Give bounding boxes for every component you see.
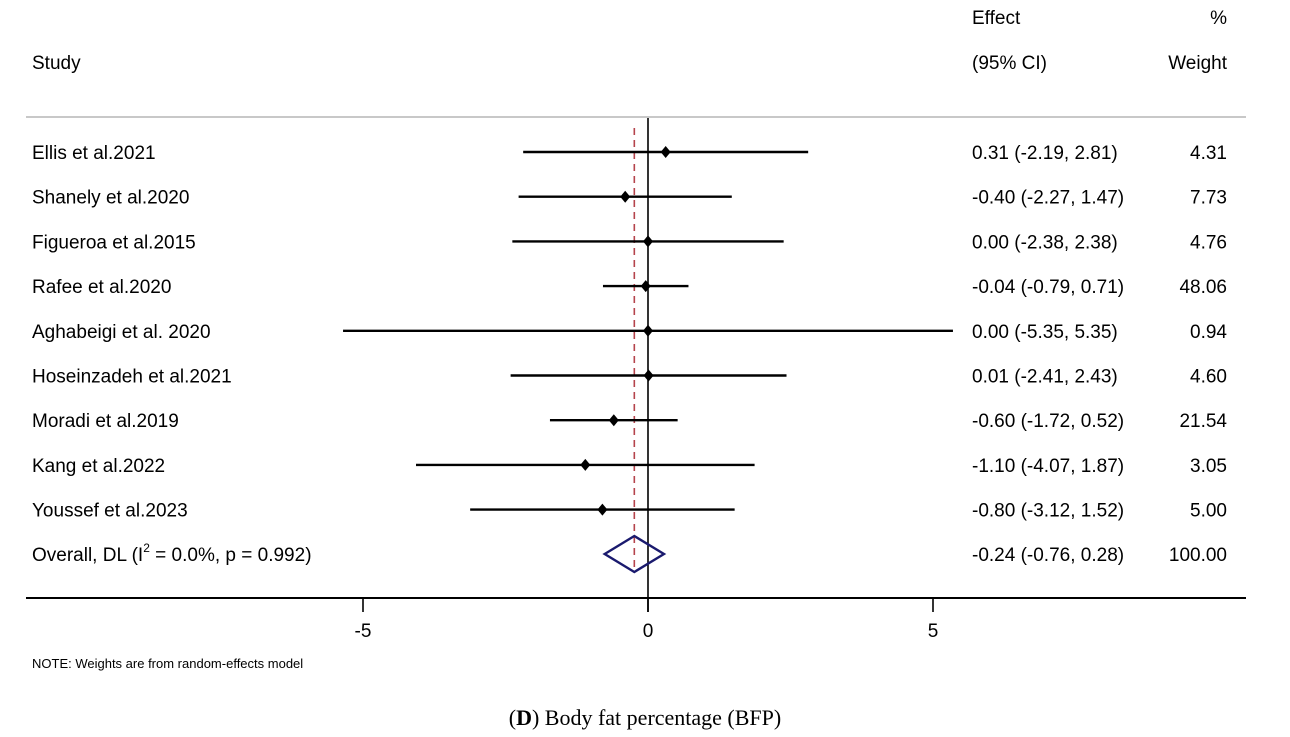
overall-weight: 100.00 bbox=[1169, 545, 1227, 566]
study-ci-text: -0.80 (-3.12, 1.52) bbox=[972, 501, 1124, 522]
caption-panel: D bbox=[516, 705, 532, 730]
header-weight-pct: % bbox=[1210, 8, 1227, 29]
point-estimate bbox=[643, 235, 653, 248]
caption-text: Body fat percentage (BFP) bbox=[545, 705, 781, 730]
study-rows: Ellis et al.2021 0.31 (-2.19, 2.81) 4.31 Sh… bbox=[32, 143, 1227, 522]
study-ci-text: -0.60 (-1.72, 0.52) bbox=[972, 411, 1124, 432]
study-ci-text: -0.04 (-0.79, 0.71) bbox=[972, 277, 1124, 298]
study-weight: 21.54 bbox=[1179, 411, 1227, 432]
figure-caption: (D) Body fat percentage (BFP) bbox=[509, 705, 781, 730]
header-ci: (95% CI) bbox=[972, 53, 1047, 74]
overall-label-prefix: Overall, DL (I bbox=[32, 545, 143, 566]
note-text: NOTE: Weights are from random-effects mo… bbox=[32, 656, 303, 671]
x-tick-label: 5 bbox=[928, 621, 939, 642]
study-ci-text: -0.40 (-2.27, 1.47) bbox=[972, 188, 1124, 209]
study-weight: 48.06 bbox=[1179, 277, 1227, 298]
point-estimate bbox=[620, 190, 631, 203]
overall-label: Overall, DL (I2 = 0.0%, p = 0.992) bbox=[32, 541, 312, 566]
point-estimate bbox=[643, 369, 654, 382]
study-name: Shanely et al.2020 bbox=[32, 188, 189, 209]
x-axis-ticks: -5 0 5 bbox=[355, 598, 939, 642]
study-weight: 4.76 bbox=[1190, 232, 1227, 253]
header-effect: Effect bbox=[972, 8, 1021, 29]
study-name: Figueroa et al.2015 bbox=[32, 232, 196, 253]
study-ci-text: 0.00 (-2.38, 2.38) bbox=[972, 232, 1118, 253]
study-name: Kang et al.2022 bbox=[32, 456, 165, 477]
point-estimate bbox=[608, 414, 619, 427]
study-weight: 4.60 bbox=[1190, 367, 1227, 388]
x-tick-label: -5 bbox=[355, 621, 372, 642]
study-weight: 3.05 bbox=[1190, 456, 1227, 477]
overall-diamond bbox=[602, 534, 667, 574]
study-weight: 0.94 bbox=[1190, 322, 1227, 343]
header-weight: Weight bbox=[1168, 53, 1228, 74]
study-weight: 7.73 bbox=[1190, 188, 1227, 209]
overall-ci-text: -0.24 (-0.76, 0.28) bbox=[972, 545, 1124, 566]
header-study: Study bbox=[32, 53, 81, 74]
study-name: Moradi et al.2019 bbox=[32, 411, 179, 432]
x-tick-label: 0 bbox=[643, 621, 654, 642]
study-name: Aghabeigi et al. 2020 bbox=[32, 322, 211, 343]
point-estimate bbox=[643, 324, 653, 337]
chart-marks bbox=[343, 118, 953, 612]
overall-label-sup: 2 bbox=[143, 541, 150, 555]
study-ci-text: 0.01 (-2.41, 2.43) bbox=[972, 367, 1118, 388]
study-weight: 4.31 bbox=[1190, 143, 1227, 164]
point-estimate bbox=[597, 503, 608, 516]
study-name: Ellis et al.2021 bbox=[32, 143, 156, 164]
study-ci-text: 0.31 (-2.19, 2.81) bbox=[972, 143, 1118, 164]
overall-label-suffix: = 0.0%, p = 0.992) bbox=[150, 545, 312, 566]
study-name: Youssef et al.2023 bbox=[32, 501, 188, 522]
study-name: Rafee et al.2020 bbox=[32, 277, 171, 298]
study-ci-text: 0.00 (-5.35, 5.35) bbox=[972, 322, 1118, 343]
study-ci-text: -1.10 (-4.07, 1.87) bbox=[972, 456, 1124, 477]
point-estimate bbox=[660, 146, 671, 158]
study-name: Hoseinzadeh et al.2021 bbox=[32, 367, 232, 388]
point-estimate bbox=[640, 280, 651, 293]
point-estimate bbox=[580, 458, 591, 471]
study-weight: 5.00 bbox=[1190, 501, 1227, 522]
